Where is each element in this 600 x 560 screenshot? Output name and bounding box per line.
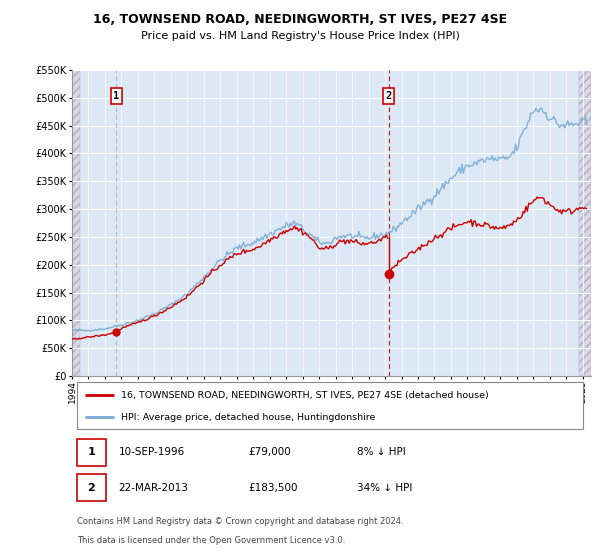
Text: 16, TOWNSEND ROAD, NEEDINGWORTH, ST IVES, PE27 4SE (detached house): 16, TOWNSEND ROAD, NEEDINGWORTH, ST IVES… — [121, 390, 489, 399]
Text: 2: 2 — [88, 483, 95, 493]
Text: HPI: Average price, detached house, Huntingdonshire: HPI: Average price, detached house, Hunt… — [121, 413, 376, 422]
Text: 22-MAR-2013: 22-MAR-2013 — [119, 483, 188, 493]
Text: 1: 1 — [88, 447, 95, 458]
Text: 34% ↓ HPI: 34% ↓ HPI — [358, 483, 413, 493]
Text: 1: 1 — [113, 91, 119, 101]
Bar — [72, 70, 80, 376]
Text: 8% ↓ HPI: 8% ↓ HPI — [358, 447, 406, 458]
Text: Contains HM Land Registry data © Crown copyright and database right 2024.: Contains HM Land Registry data © Crown c… — [77, 517, 404, 526]
Text: Price paid vs. HM Land Registry's House Price Index (HPI): Price paid vs. HM Land Registry's House … — [140, 31, 460, 41]
Text: 16, TOWNSEND ROAD, NEEDINGWORTH, ST IVES, PE27 4SE: 16, TOWNSEND ROAD, NEEDINGWORTH, ST IVES… — [93, 13, 507, 26]
FancyBboxPatch shape — [77, 474, 106, 501]
Text: £79,000: £79,000 — [248, 447, 291, 458]
Text: 10-SEP-1996: 10-SEP-1996 — [119, 447, 185, 458]
Bar — [580, 70, 591, 376]
Text: This data is licensed under the Open Government Licence v3.0.: This data is licensed under the Open Gov… — [77, 536, 346, 545]
Text: £183,500: £183,500 — [248, 483, 298, 493]
FancyBboxPatch shape — [77, 382, 583, 429]
FancyBboxPatch shape — [77, 439, 106, 466]
Text: 2: 2 — [386, 91, 392, 101]
